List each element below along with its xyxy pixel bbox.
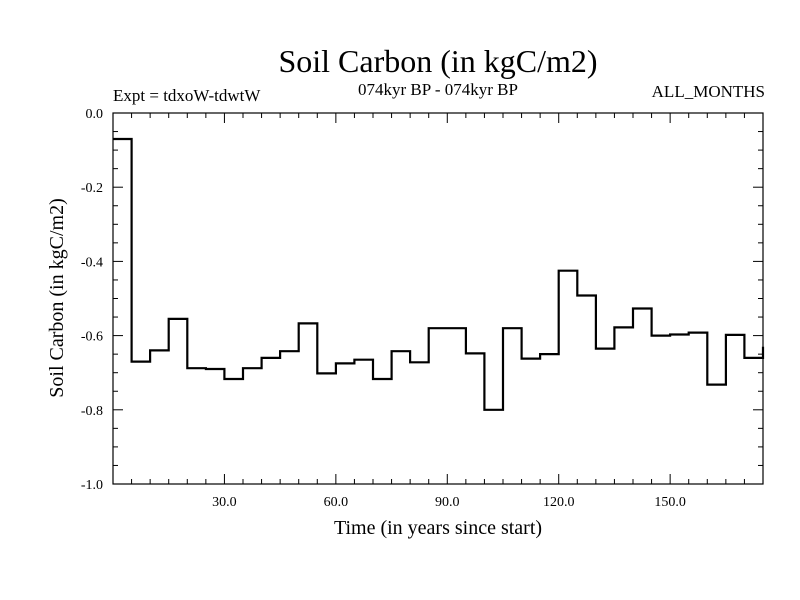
x-tick-label: 90.0 bbox=[435, 495, 460, 510]
months-label: ALL_MONTHS bbox=[652, 82, 765, 101]
x-tick-label: 120.0 bbox=[543, 495, 575, 510]
period-label: 074kyr BP - 074kyr BP bbox=[358, 80, 518, 99]
x-axis-label: Time (in years since start) bbox=[334, 517, 542, 539]
x-axis-ticks bbox=[131, 113, 745, 484]
soil-carbon-series-line bbox=[113, 137, 765, 411]
x-tick-label: 150.0 bbox=[654, 495, 686, 510]
y-tick-label: -0.6 bbox=[81, 330, 103, 345]
y-axis-ticks bbox=[113, 112, 763, 485]
y-tick-label: -0.2 bbox=[81, 181, 103, 196]
y-tick-label: -0.8 bbox=[81, 404, 103, 419]
y-tick-label: 0.0 bbox=[86, 107, 104, 122]
y-tick-label: -0.4 bbox=[81, 255, 103, 270]
x-axis-tick-labels: 30.0 60.0 90.0 120.0 150.0 bbox=[212, 495, 686, 510]
plot-frame bbox=[112, 112, 764, 485]
y-axis-label: Soil Carbon (in kgC/m2) bbox=[46, 198, 68, 397]
x-tick-label: 60.0 bbox=[324, 495, 349, 510]
y-axis-tick-labels: 0.0 -0.2 -0.4 -0.6 -0.8 -1.0 bbox=[81, 107, 103, 493]
experiment-label: Expt = tdxoW-tdwtW bbox=[113, 86, 261, 105]
x-tick-label: 30.0 bbox=[212, 495, 237, 510]
chart-title: Soil Carbon (in kgC/m2) bbox=[278, 43, 597, 79]
y-tick-label: -1.0 bbox=[81, 478, 103, 493]
